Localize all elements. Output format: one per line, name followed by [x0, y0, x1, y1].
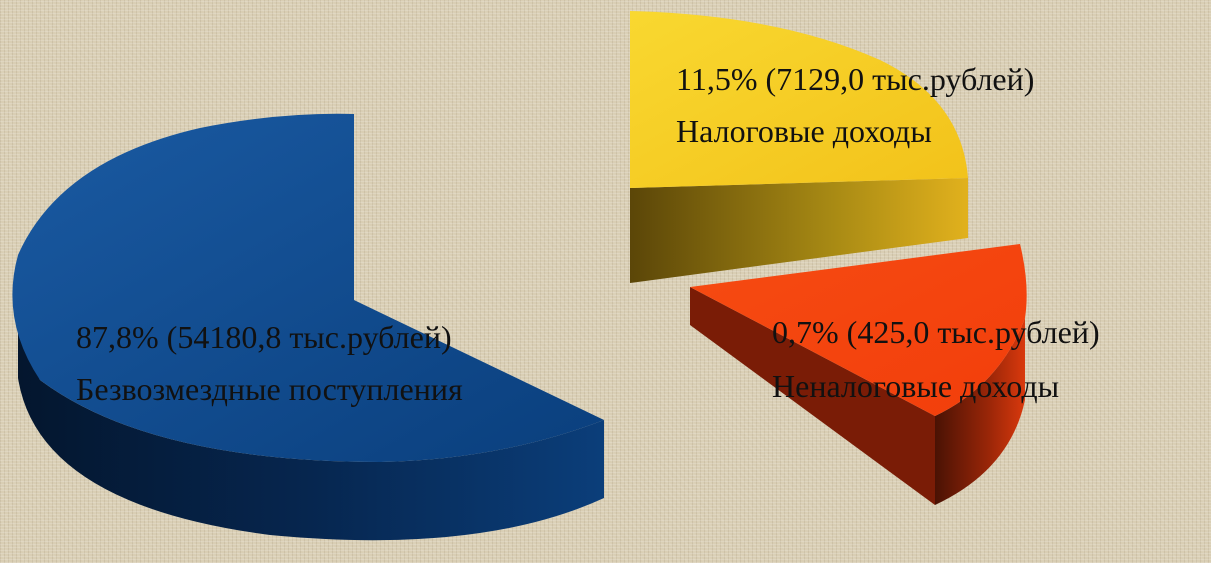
- label-nenalogovye-name: Неналоговые доходы: [772, 368, 1059, 404]
- slice-bezvozmezdnye: [12, 113, 604, 541]
- label-bezvozmezdnye-name: Безвозмездные поступления: [76, 371, 463, 407]
- label-bezvozmezdnye-value: 87,8% (54180,8 тыс.рублей): [76, 319, 452, 355]
- label-nenalogovye-value: 0,7% (425,0 тыс.рублей): [772, 314, 1100, 350]
- slice-nalogovye-top: [630, 11, 968, 188]
- slice-nenalogovye-top: [690, 244, 1027, 416]
- slice-nenalogovye: [690, 244, 1027, 505]
- slice-nalogovye-side: [630, 178, 968, 283]
- slice-nenalogovye-side-left: [690, 287, 935, 505]
- slice-nenalogovye-side-right: [935, 318, 1025, 505]
- slice-bezvozmezdnye-side: [18, 278, 604, 541]
- slice-nalogovye: [630, 11, 968, 283]
- label-nalogovye-value: 11,5% (7129,0 тыс.рублей): [676, 61, 1034, 97]
- label-nalogovye-name: Налоговые доходы: [676, 113, 932, 149]
- slice-bezvozmezdnye-top: [12, 113, 604, 463]
